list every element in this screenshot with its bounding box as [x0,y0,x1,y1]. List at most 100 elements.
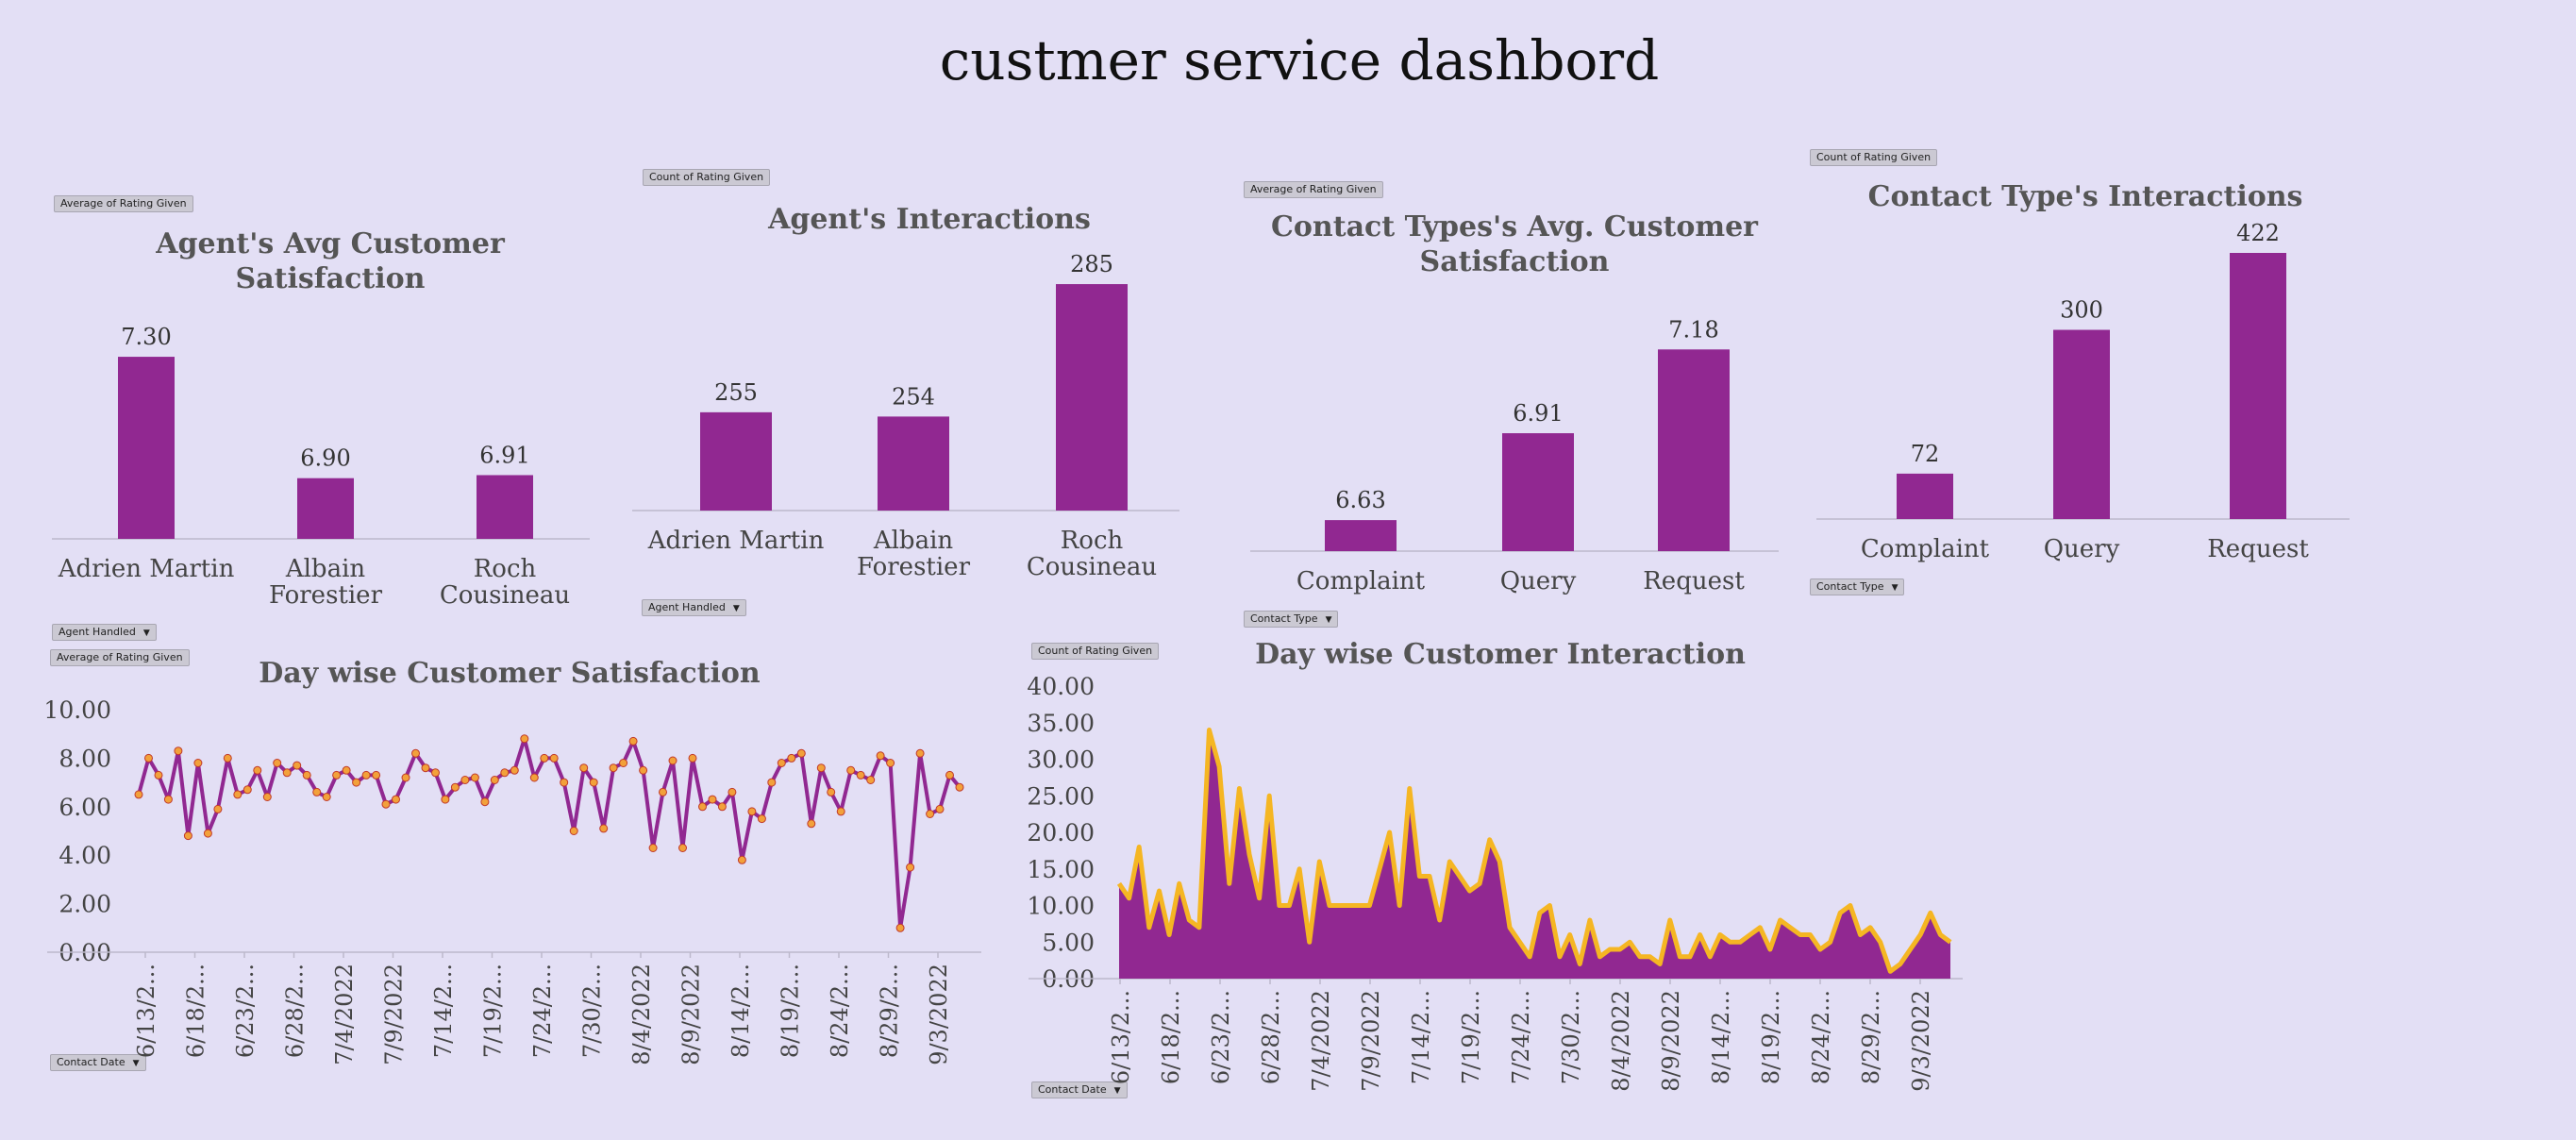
bar [1056,284,1128,511]
bar [477,475,533,539]
data-point [609,763,618,773]
data-point [282,768,292,778]
field-button-average-rating[interactable]: Average of Rating Given [50,649,190,666]
contact-date-filter-button[interactable]: Contact Date ▼ [1031,1081,1128,1098]
x-tick-label: 7/14/2... [430,964,457,1058]
data-point [540,753,549,763]
data-point [144,753,153,763]
field-button-average-rating[interactable]: Average of Rating Given [1244,181,1383,198]
data-point [233,790,243,799]
category-label: Albain [873,527,954,555]
day-wise-satisfaction-chart: Day wise Customer Satisfaction0.002.004.… [43,657,981,1065]
data-point [926,810,935,818]
chevron-down-icon: ▼ [1113,1086,1121,1096]
field-button-count-rating[interactable]: Count of Rating Given [643,169,771,186]
x-tick-label: 7/19/2... [480,964,507,1058]
x-tick-label: 8/19/2... [778,964,804,1058]
data-point [639,765,648,775]
x-tick-label: 8/4/2022 [1608,990,1634,1092]
x-tick-label: 7/24/2... [1508,990,1534,1084]
category-label: Query [2044,535,2120,563]
bar [878,416,949,511]
x-tick-label: 9/3/2022 [926,964,952,1065]
contact-type-filter-button[interactable]: Contact Type ▼ [1810,578,1905,595]
y-tick-label: 2.00 [59,891,111,918]
data-point [935,804,945,813]
field-button-count-rating[interactable]: Count of Rating Given [1810,149,1938,166]
chevron-down-icon: ▼ [1325,615,1332,625]
data-point [361,770,371,780]
contact-date-filter-button[interactable]: Contact Date ▼ [50,1054,146,1071]
data-point [589,778,598,787]
x-tick-label: 8/4/2022 [628,964,655,1065]
agent-interactions-chart: Agent's Interactions 255 Adrien Martin 254 A… [632,203,1179,581]
data-point [332,770,342,780]
data-point [392,795,400,804]
x-tick-label: 6/28/2... [282,964,309,1058]
data-point [302,770,311,780]
data-point [510,765,519,775]
data-point [193,759,203,767]
chart-title: Satisfaction [236,262,426,295]
data-point [500,768,510,778]
data-point [154,770,163,780]
x-tick-label: 7/4/2022 [1308,990,1334,1092]
day-wise-interaction-chart: Day wise Customer Interaction0.005.0010.… [1027,638,1963,1092]
data-point [698,802,707,812]
data-label: 72 [1911,441,1940,467]
chevron-down-icon: ▼ [732,604,740,613]
data-label: 300 [2060,297,2103,324]
agent-handled-filter-button[interactable]: Agent Handled ▼ [642,599,746,616]
x-tick-label: 8/19/2... [1758,990,1784,1084]
data-label: 6.91 [479,442,529,468]
data-point [203,829,212,838]
x-tick-label: 7/30/2... [579,964,606,1058]
y-tick-label: 15.00 [1027,856,1095,883]
data-point [816,763,826,773]
y-tick-label: 30.00 [1027,746,1095,774]
data-point [787,753,796,763]
contact-type-filter-button[interactable]: Contact Type ▼ [1244,611,1339,628]
x-tick-label: 7/24/2... [529,964,556,1058]
x-tick-label: 8/9/2022 [1658,990,1684,1092]
data-point [777,759,786,767]
data-point [708,795,717,804]
data-label: 6.90 [300,445,350,472]
x-tick-label: 9/3/2022 [1908,990,1934,1092]
data-point [470,773,479,782]
category-label: Cousineau [440,581,570,610]
x-tick-label: 6/13/2... [1108,990,1134,1084]
agent-handled-filter-button[interactable]: Agent Handled ▼ [52,624,157,641]
y-tick-label: 10.00 [43,696,111,724]
data-point [342,765,351,775]
category-label: Query [1500,567,1577,595]
data-point [836,807,845,816]
chevron-down-icon: ▼ [132,1059,140,1068]
bar [2230,253,2286,519]
field-button-average-rating[interactable]: Average of Rating Given [54,195,193,212]
bar [118,357,175,539]
y-tick-label: 6.00 [59,794,111,821]
bar [297,478,354,539]
chart-title: Agent's Interactions [767,203,1091,236]
field-button-count-rating[interactable]: Count of Rating Given [1031,643,1160,660]
data-point [668,756,677,765]
chart-title: Contact Types's Avg. Customer [1271,210,1759,243]
data-point [915,748,925,758]
data-point [293,761,302,770]
category-label: Request [1643,567,1745,595]
data-point [678,844,687,852]
dashboard-title: custmer service dashbord [939,28,1660,92]
data-point [619,759,628,767]
contact-date-filter-label: Contact Date [57,1056,125,1068]
y-tick-label: 20.00 [1027,819,1095,847]
data-point [767,778,777,787]
data-point [747,807,757,816]
data-label: 6.63 [1335,487,1385,513]
chart-title: Agent's Avg Customer [155,227,506,260]
series-line [1116,728,1952,974]
data-point [480,797,490,807]
x-tick-label: 8/24/2... [827,964,853,1058]
data-point [421,763,430,773]
data-point [163,795,173,804]
